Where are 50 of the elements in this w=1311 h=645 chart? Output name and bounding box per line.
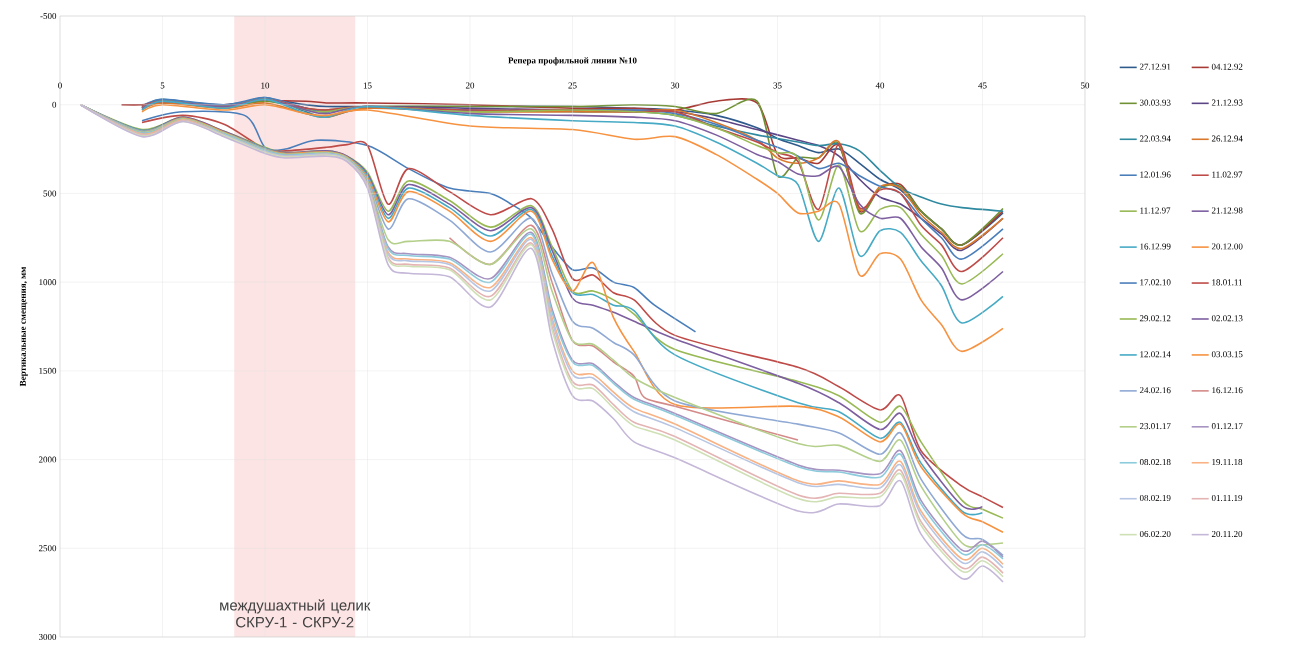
legend-label: 21.12.98 (1211, 207, 1243, 214)
x-tick-label: 35 (773, 82, 782, 89)
legend-label: 30.03.93 (1139, 99, 1171, 106)
legend-label: 04.12.92 (1211, 63, 1243, 70)
band-label: междушахтный целик СКРУ-1 - СКРУ-2 (220, 599, 371, 628)
x-tick-label: 30 (670, 82, 680, 89)
legend-label: 01.11.19 (1211, 494, 1243, 502)
y-tick-label: 0 (52, 101, 57, 108)
legend-label: 17.02.10 (1140, 279, 1171, 286)
legend-label: 12.02.14 (1140, 351, 1171, 358)
legend-label: 27.12.91 (1139, 63, 1171, 70)
y-tick-label: 500 (43, 190, 57, 197)
legend-label: 06.02.20 (1139, 530, 1171, 538)
legend-label: 20.12.00 (1211, 243, 1243, 250)
x-tick-label: 25 (568, 82, 577, 89)
x-axis-title: Репера профильной линии №10 (508, 57, 637, 66)
legend-label: 19.11.18 (1212, 459, 1243, 466)
y-axis-title: Вертикальные смещения, мм (19, 266, 28, 387)
legend-label: 08.02.18 (1139, 459, 1171, 466)
legend-label: 11.12.97 (1140, 207, 1171, 214)
y-tick-label: 3000 (38, 633, 57, 641)
legend-label: 26.12.94 (1211, 135, 1243, 142)
legend-label: 21.12.93 (1211, 99, 1243, 106)
y-tick-label: 2500 (38, 545, 57, 552)
x-tick-label: 50 (1081, 82, 1090, 89)
x-tick-label: 45 (978, 82, 987, 89)
y-tick-label: 2000 (38, 456, 57, 463)
y-tick-label: -500 (40, 12, 57, 20)
x-tick-label: 0 (58, 82, 62, 89)
legend-label: 02.02.13 (1211, 315, 1243, 322)
x-tick-label: 5 (160, 82, 165, 89)
legend-label: 08.02.19 (1139, 494, 1171, 502)
y-tick-label: 1000 (39, 279, 57, 286)
legend-label: 22.03.94 (1139, 135, 1171, 142)
legend-label: 16.12.16 (1212, 387, 1243, 394)
legend-label: 23.01.17 (1139, 423, 1171, 430)
legend-label: 24.02.16 (1139, 387, 1171, 394)
legend-label: 01.12.17 (1211, 423, 1243, 430)
legend-label: 11.02.97 (1212, 171, 1243, 178)
x-tick-label: 10 (261, 82, 270, 89)
legend-label: 12.01.96 (1140, 171, 1171, 178)
y-tick-label: 1500 (39, 367, 57, 374)
x-tick-label: 15 (363, 82, 372, 89)
legend-label: 03.03.15 (1211, 351, 1243, 358)
legend-label: 29.02.12 (1139, 315, 1171, 322)
legend-label: 18.01.11 (1212, 279, 1243, 286)
x-tick-label: 40 (875, 82, 885, 89)
x-tick-label: 20 (465, 82, 475, 89)
legend-label: 16.12.99 (1140, 243, 1171, 250)
legend-label: 20.11.20 (1211, 530, 1243, 538)
